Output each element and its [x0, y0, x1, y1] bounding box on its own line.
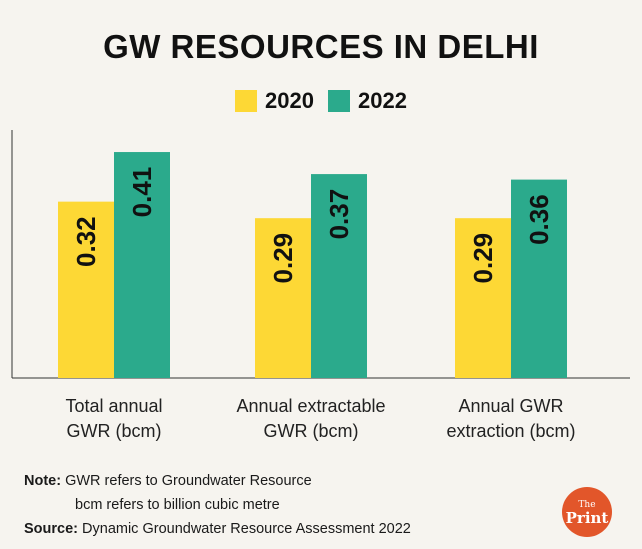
note-line-2: bcm refers to billion cubic metre — [75, 497, 280, 513]
category-label-1-0: Annual extractable — [236, 396, 385, 416]
legend-swatch-2022 — [328, 90, 350, 112]
data-label-2020-0: 0.32 — [71, 216, 101, 267]
source-label: Source: — [24, 521, 78, 537]
bar-2022-0 — [114, 152, 170, 378]
note-label: Note: — [24, 473, 62, 489]
data-label-2020-2: 0.29 — [468, 233, 498, 284]
bar-2020-2 — [455, 218, 511, 378]
source-line: Source: Dynamic Groundwater Resource Ass… — [24, 521, 411, 537]
logo-the: The — [578, 499, 596, 510]
note-text-2: bcm refers to billion cubic metre — [75, 497, 280, 513]
theprint-logo: The Print — [562, 487, 612, 537]
legend-label-2020: 2020 — [265, 88, 314, 113]
source-text: Dynamic Groundwater Resource Assessment … — [82, 521, 411, 537]
bar-chart: 0.32 0.41 Total annual GWR (bcm) 0.29 0.37 Ann… — [11, 130, 630, 441]
bar-2020-1 — [255, 218, 311, 378]
logo-print: Print — [565, 508, 609, 527]
legend-item-2022: 2022 — [328, 88, 407, 114]
legend-item-2020: 2020 — [235, 88, 314, 114]
data-label-2020-1: 0.29 — [268, 233, 298, 284]
bar-2020-0 — [58, 201, 114, 378]
bar-2022-1 — [311, 174, 367, 378]
legend: 2020 2022 — [0, 88, 642, 114]
category-label-0-1: GWR (bcm) — [67, 421, 162, 441]
data-label-2022-0: 0.41 — [127, 167, 157, 218]
category-label-1-1: GWR (bcm) — [264, 421, 359, 441]
note-text-1: GWR refers to Groundwater Resource — [65, 473, 312, 489]
data-label-2022-1: 0.37 — [324, 189, 354, 240]
category-label-2-0: Annual GWR — [458, 396, 563, 416]
chart-title: GW RESOURCES IN DELHI — [103, 28, 539, 65]
category-label-0-0: Total annual — [65, 396, 162, 416]
legend-swatch-2020 — [235, 90, 258, 112]
data-label-2022-2: 0.36 — [524, 194, 554, 245]
category-label-2-1: extraction (bcm) — [446, 421, 575, 441]
note-line-1: Note: GWR refers to Groundwater Resource — [24, 473, 312, 489]
legend-label-2022: 2022 — [358, 88, 407, 113]
bar-2022-2 — [511, 179, 567, 378]
